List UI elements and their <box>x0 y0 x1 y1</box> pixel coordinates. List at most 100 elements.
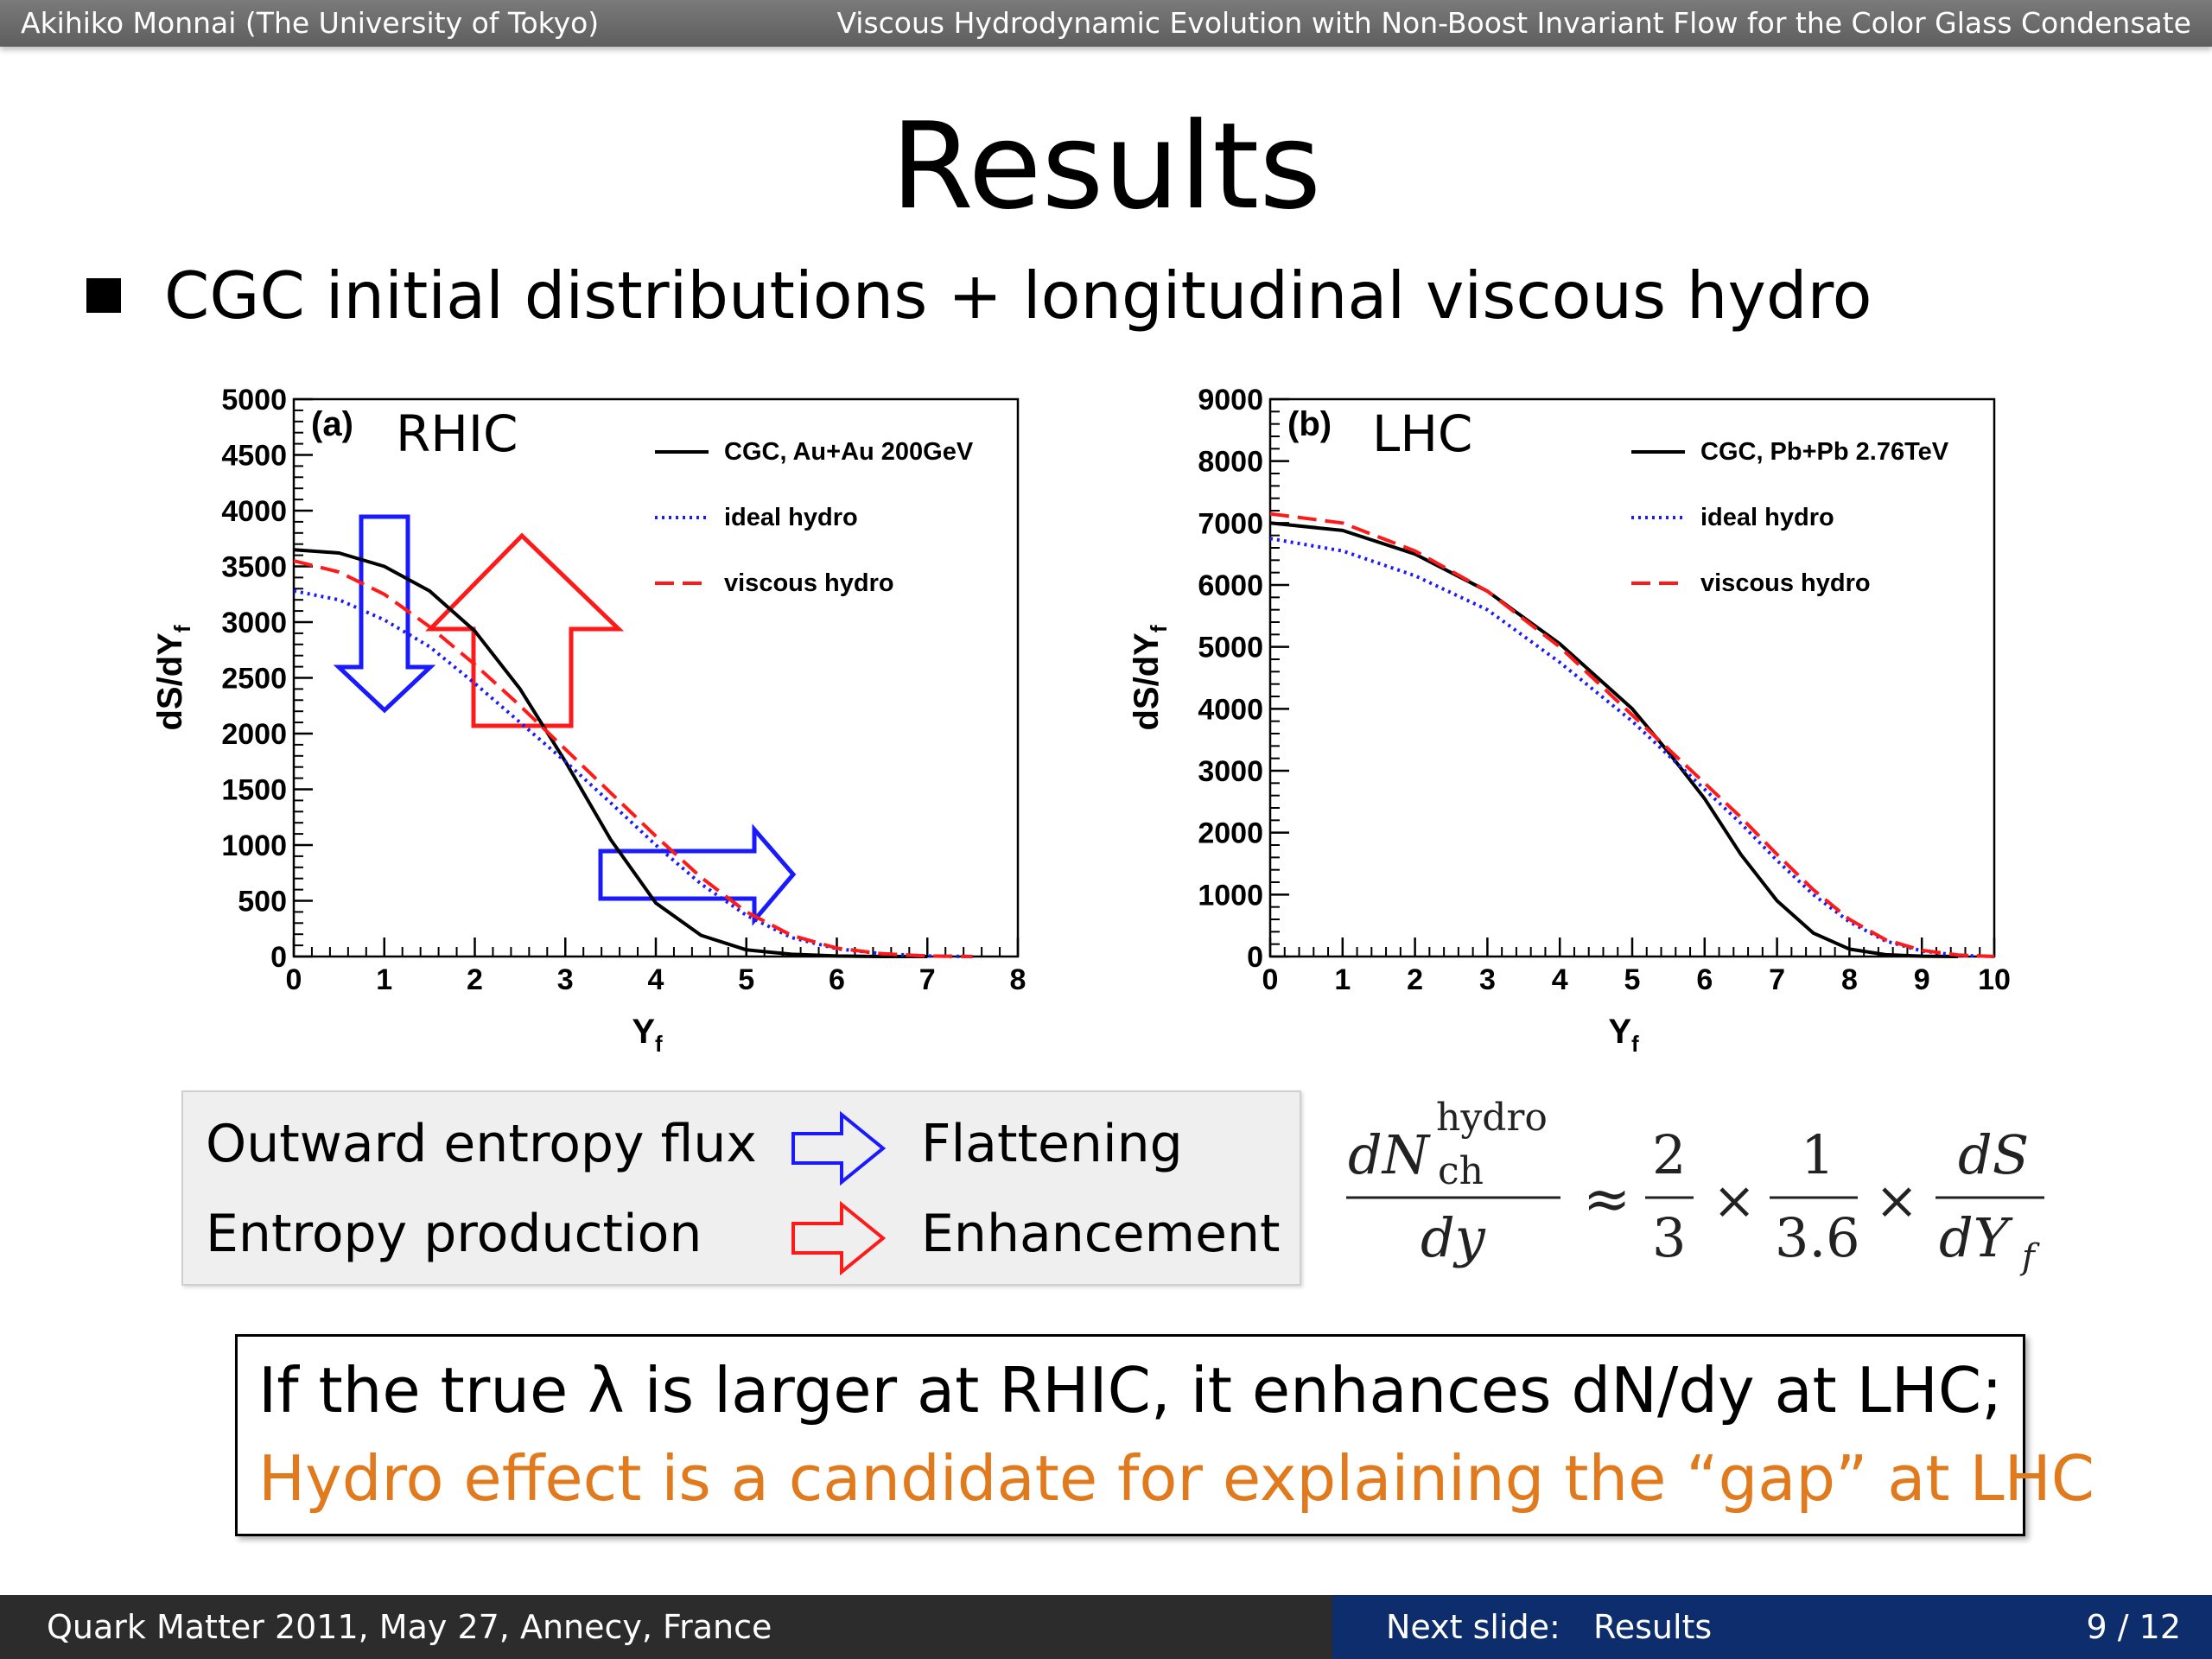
x-tick-label: 3 <box>1479 963 1496 996</box>
series-line-dashed <box>1269 512 1995 958</box>
series-line-solid <box>1269 521 1959 958</box>
red-right-arrow-icon <box>791 1200 887 1276</box>
outward-flux-down-arrow <box>333 514 436 714</box>
legend-entry: CGC, Pb+Pb 2.76TeV <box>1700 438 1949 466</box>
x-tick-label: 2 <box>467 963 483 996</box>
footer-bar: Quark Matter 2011, May 27, Annecy, Franc… <box>0 1595 2212 1659</box>
y-tick-label: 1000 <box>1198 879 1263 912</box>
conclusion-box: If the true λ is larger at RHIC, it enha… <box>235 1334 2094 1536</box>
flattening-label: Flattening <box>921 1114 1183 1174</box>
formula-lhs-sub: ch <box>1438 1149 1484 1193</box>
x-tick-label: 6 <box>829 963 845 996</box>
lhc-chart: 0 1 2 3 4 5 6 7 8 9 10 0 1000 2000 3000 4000 5000 6000 700… <box>1128 384 2011 1057</box>
panel-name: LHC <box>1372 404 1472 463</box>
entropy-production-up-arrow <box>425 532 625 728</box>
y-tick-label: 5000 <box>221 384 287 416</box>
footer-right[interactable]: Next slide: Results 9 / 12 <box>1332 1595 2212 1659</box>
y-tick-label: 3500 <box>221 551 287 584</box>
formula-f2-denominator: 3.6 <box>1775 1206 1860 1269</box>
y-tick-label: 3000 <box>221 607 287 639</box>
legend-entry: viscous hydro <box>724 569 894 597</box>
panel-label: (b) <box>1287 405 1332 443</box>
plot-frame <box>292 397 1020 958</box>
y-tick-label: 7000 <box>1198 507 1263 540</box>
next-slide-link[interactable]: Results <box>1593 1608 1713 1646</box>
formula-times-2: × <box>1875 1171 1918 1231</box>
formula-f3-denominator-sub: f <box>2019 1237 2040 1277</box>
y-tick-label: 6000 <box>1198 569 1263 602</box>
slide-title: Results <box>890 97 1322 236</box>
legend-entry: viscous hydro <box>1700 569 1871 597</box>
legend-entry: ideal hydro <box>1700 504 1834 531</box>
x-tick-label: 4 <box>1552 963 1568 996</box>
x-tick-label: 7 <box>1769 963 1785 996</box>
bullet-square-icon <box>86 278 121 313</box>
talk-title: Viscous Hydrodynamic Evolution with Non-… <box>836 6 2191 40</box>
panel-name: RHIC <box>396 404 518 463</box>
formula-f3-numerator: dS <box>1958 1123 2029 1186</box>
legend-entry: ideal hydro <box>724 504 858 531</box>
page-number: 9 / 12 <box>2086 1608 2182 1646</box>
series-line-dashed <box>293 559 973 958</box>
formula-f3-denominator: dY <box>1939 1206 2013 1269</box>
x-tick-label: 3 <box>557 963 574 996</box>
formula-f2-numerator: 1 <box>1801 1123 1834 1186</box>
y-tick-label: 4000 <box>1198 693 1263 726</box>
enhancement-label: Enhancement <box>921 1204 1281 1264</box>
formula-lhs-numerator: dN <box>1348 1123 1432 1186</box>
series-line-dotted <box>293 588 973 958</box>
x-tick-label: 0 <box>286 963 302 996</box>
formula-times-1: × <box>1713 1171 1756 1231</box>
plot-frame <box>1268 397 1996 958</box>
conclusion-line-2: Hydro effect is a candidate for explaini… <box>258 1442 2095 1515</box>
x-axis-label: Yf <box>632 1013 663 1057</box>
header-bar: Akihiko Monnai (The University of Tokyo)… <box>0 0 2212 47</box>
x-tick-label: 5 <box>1624 963 1641 996</box>
x-tick-label: 1 <box>1334 963 1351 996</box>
blue-right-arrow-icon <box>791 1110 887 1186</box>
y-tick-label: 2500 <box>221 663 287 696</box>
next-slide-label: Next slide: <box>1386 1608 1560 1646</box>
x-tick-label: 10 <box>1978 963 2011 996</box>
conference-text: Quark Matter 2011, May 27, Annecy, Franc… <box>47 1608 772 1646</box>
formula-approx: ≈ <box>1583 1166 1630 1232</box>
outward-flux-right-arrow <box>598 823 797 926</box>
y-tick-label: 4000 <box>221 495 287 528</box>
formula-lhs-sup: hydro <box>1436 1097 1548 1140</box>
x-tick-label: 8 <box>1010 963 1027 996</box>
y-tick-label: 9000 <box>1198 384 1263 416</box>
y-tick-label: 1000 <box>221 830 287 862</box>
y-tick-label: 2000 <box>1198 817 1263 850</box>
y-tick-label: 0 <box>270 941 287 974</box>
x-tick-label: 6 <box>1696 963 1713 996</box>
rhic-chart: 0 1 2 3 4 5 6 7 8 0 500 1000 1500 2000 2500 3000 3500 400… <box>151 384 1027 1057</box>
x-tick-label: 9 <box>1914 963 1930 996</box>
y-tick-label: 500 <box>238 886 287 918</box>
formula-lhs-denominator: dy <box>1421 1206 1486 1269</box>
conclusion-line-1: If the true λ is larger at RHIC, it enha… <box>258 1354 2003 1427</box>
x-tick-label: 2 <box>1407 963 1423 996</box>
y-axis-label: dS/dYf <box>1128 625 1172 730</box>
bullet-text: CGC initial distributions + longitudinal… <box>164 257 1872 334</box>
entropy-production-label: Entropy production <box>206 1204 702 1264</box>
x-tick-label: 4 <box>648 963 664 996</box>
formula-f1-numerator: 2 <box>1652 1123 1686 1186</box>
legend-entry: CGC, Au+Au 200GeV <box>724 438 974 466</box>
y-tick-label: 4500 <box>221 440 287 473</box>
y-tick-label: 1500 <box>221 774 287 807</box>
x-tick-label: 1 <box>376 963 392 996</box>
y-tick-label: 8000 <box>1198 446 1263 479</box>
x-axis-label: Yf <box>1608 1013 1639 1057</box>
panel-label: (a) <box>311 405 353 443</box>
outward-flux-label: Outward entropy flux <box>206 1114 757 1174</box>
author-text: Akihiko Monnai (The University of Tokyo) <box>21 6 600 40</box>
footer-left: Quark Matter 2011, May 27, Annecy, Franc… <box>0 1595 1332 1659</box>
y-tick-label: 3000 <box>1198 755 1263 788</box>
series-line-solid <box>293 548 928 958</box>
x-tick-label: 7 <box>919 963 936 996</box>
y-axis-label: dS/dYf <box>151 625 195 730</box>
y-tick-label: 5000 <box>1198 632 1263 664</box>
effects-legend-box: Outward entropy flux Flattening Entropy … <box>181 1090 1301 1286</box>
multiplicity-formula: dN hydro ch dy ≈ 2 3 × 1 3.6 × dS dY f <box>1346 1097 2044 1277</box>
x-tick-label: 8 <box>1841 963 1858 996</box>
